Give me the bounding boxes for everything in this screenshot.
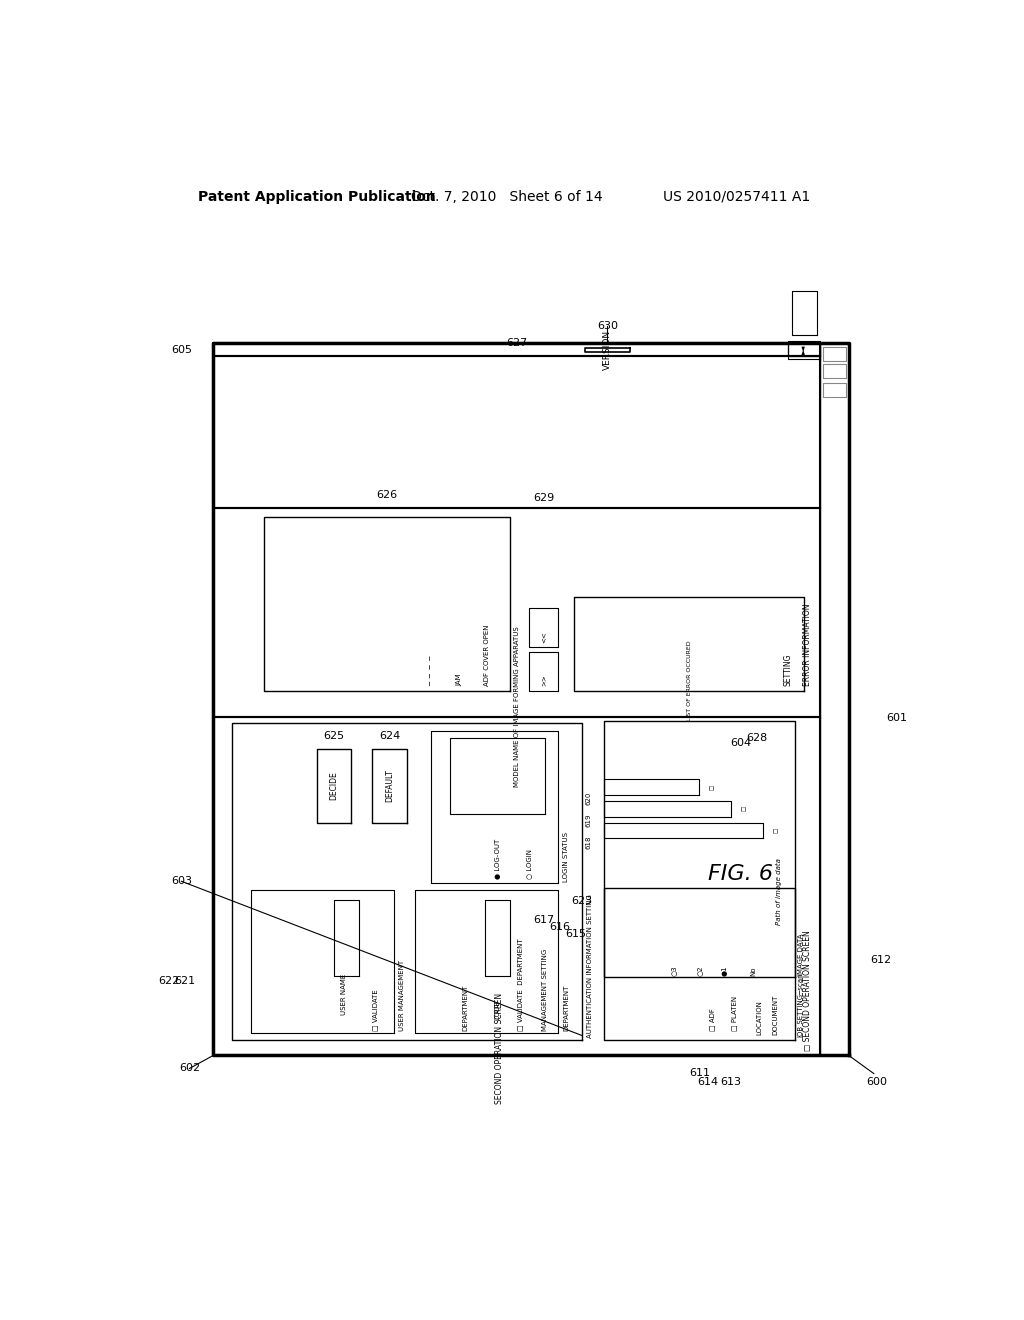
Text: DOCUMENT: DOCUMENT — [773, 995, 778, 1035]
Text: 620: 620 — [585, 792, 591, 805]
Text: 621: 621 — [174, 975, 196, 986]
Text: 603: 603 — [171, 876, 191, 886]
Text: 602: 602 — [179, 1064, 200, 1073]
Text: LIST OF ERROR OCCURED: LIST OF ERROR OCCURED — [687, 640, 692, 721]
Text: □: □ — [741, 807, 746, 812]
Text: 604: 604 — [730, 738, 752, 747]
Text: 612: 612 — [870, 954, 891, 965]
Text: IMAGE DATA: IMAGE DATA — [798, 933, 804, 975]
Text: □ VALIDATE: □ VALIDATE — [373, 990, 378, 1031]
Text: 615: 615 — [565, 929, 586, 939]
Text: □ ADF: □ ADF — [709, 1008, 715, 1031]
Text: US 2010/0257411 A1: US 2010/0257411 A1 — [663, 190, 810, 203]
Text: ○ LOGIN: ○ LOGIN — [526, 849, 532, 879]
Text: 613: 613 — [721, 1077, 741, 1086]
Text: USER NAME: USER NAME — [341, 974, 346, 1015]
Text: Patent Application Publication: Patent Application Publication — [198, 190, 435, 203]
Text: SETTING: SETTING — [784, 653, 793, 686]
Text: ○3: ○3 — [671, 965, 677, 975]
Text: 628: 628 — [745, 734, 767, 743]
Text: DEPARTMENT: DEPARTMENT — [563, 985, 569, 1031]
Text: 630: 630 — [597, 321, 617, 331]
Text: FIG. 6: FIG. 6 — [708, 865, 773, 884]
Text: ○2: ○2 — [696, 965, 702, 975]
Text: DECIDE: DECIDE — [330, 771, 339, 800]
Text: ●1: ●1 — [722, 965, 728, 975]
Text: 625: 625 — [324, 731, 344, 741]
Text: 622: 622 — [158, 975, 179, 986]
Text: MODEL NAME OF IMAGE FORMING APPARATUS: MODEL NAME OF IMAGE FORMING APPARATUS — [514, 626, 520, 787]
Text: □ VALIDATE  DEPARTMENT: □ VALIDATE DEPARTMENT — [517, 939, 523, 1031]
Text: ►: ► — [801, 348, 807, 354]
Text: DEFAULT: DEFAULT — [385, 770, 394, 803]
Text: JOB SETTING─scan: JOB SETTING─scan — [798, 973, 804, 1038]
Text: 629: 629 — [534, 492, 554, 503]
Text: 600: 600 — [865, 1077, 887, 1086]
Text: 605: 605 — [171, 345, 191, 355]
Text: MANAGEMENT SETTING: MANAGEMENT SETTING — [543, 949, 548, 1031]
Text: 619: 619 — [585, 813, 591, 826]
Text: 624: 624 — [379, 731, 400, 741]
Text: □: □ — [773, 828, 778, 833]
Text: ERROR INFORMATION: ERROR INFORMATION — [803, 603, 812, 686]
Text: AUTHENTICATION INFORMATION SETTING: AUTHENTICATION INFORMATION SETTING — [587, 894, 593, 1038]
Text: 616: 616 — [549, 921, 570, 932]
Text: USER MANAGEMENT: USER MANAGEMENT — [399, 960, 406, 1031]
Text: ADF COVER OPEN: ADF COVER OPEN — [483, 624, 489, 686]
Text: ─  ─  ─  ─: ─ ─ ─ ─ — [428, 656, 434, 686]
Text: >>: >> — [541, 675, 547, 686]
Text: LOCATION: LOCATION — [757, 1001, 763, 1035]
Text: ◄: ◄ — [801, 346, 807, 351]
Text: □ PLATEN: □ PLATEN — [731, 997, 737, 1031]
Text: 614: 614 — [696, 1077, 718, 1086]
Text: LOGIN STATUS: LOGIN STATUS — [563, 832, 569, 882]
Text: SECOND OPERATION SCREEN: SECOND OPERATION SCREEN — [495, 993, 504, 1104]
Text: DEPARTMENT: DEPARTMENT — [463, 985, 469, 1031]
Text: □ SECOND OPERATION SCREEN: □ SECOND OPERATION SCREEN — [803, 931, 812, 1051]
Text: 611: 611 — [689, 1068, 710, 1078]
Text: <<: << — [541, 631, 547, 643]
Text: X: X — [831, 351, 838, 356]
Text: 617: 617 — [534, 915, 554, 925]
Text: 623: 623 — [571, 896, 593, 906]
Text: Oct. 7, 2010   Sheet 6 of 14: Oct. 7, 2010 Sheet 6 of 14 — [411, 190, 602, 203]
Text: JAM: JAM — [457, 673, 463, 686]
Text: 618: 618 — [585, 836, 591, 849]
Text: □: □ — [710, 784, 715, 789]
Text: CODE: CODE — [495, 1001, 501, 1020]
Text: Path of image data: Path of image data — [776, 858, 782, 925]
Text: ● LOG-OUT: ● LOG-OUT — [495, 840, 501, 879]
Text: 626: 626 — [377, 490, 397, 500]
Text: 627: 627 — [506, 338, 527, 348]
Text: No: No — [751, 966, 757, 975]
Text: VERSION: VERSION — [603, 330, 611, 370]
Text: 601: 601 — [886, 713, 907, 723]
